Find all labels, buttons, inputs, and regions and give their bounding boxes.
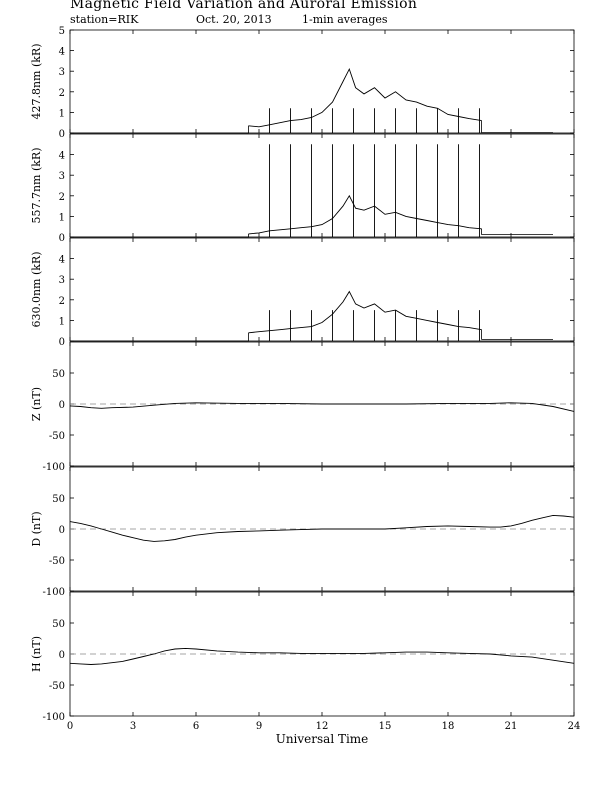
y-tick-label: 50 [52,619,65,630]
y-tick-label: 4 [59,255,65,266]
y-tick-label: 4 [59,151,65,162]
y-tick-label: -100 [43,712,65,723]
y-tick-label: 1 [59,316,65,327]
baseline-segment [70,332,249,342]
series-line [69,514,575,542]
x-tick-label: 0 [67,721,73,732]
tail-segment [481,228,553,235]
y-axis-label: H (nT) [30,636,43,672]
y-axis-label: Z (nT) [30,387,43,421]
tail-segment [481,120,553,133]
y-tick-label: 0 [59,337,65,348]
x-tick-label: 21 [505,721,518,732]
y-axis-label: 427.8nm (kR) [30,43,43,119]
y-axis-label: D (nT) [30,511,43,546]
series-line [69,647,575,665]
y-tick-label: -50 [49,431,65,442]
station-label: station=RIK [70,13,139,26]
y-tick-label: -50 [49,681,65,692]
y-tick-label: 3 [59,67,65,78]
x-tick-label: 15 [379,721,392,732]
series-line [248,194,482,235]
panel-frame [69,237,575,342]
averaging-label: 1-min averages [302,13,388,26]
page-title: Magnetic Field Variation and Auroral Emi… [70,0,418,12]
y-tick-label: 0 [59,233,65,244]
y-tick-label: 3 [59,275,65,286]
y-tick-label: 1 [59,108,65,119]
y-tick-label: 3 [59,171,65,182]
y-tick-label: -100 [43,462,65,473]
x-tick-label: 6 [193,721,199,732]
date-label: Oct. 20, 2013 [196,13,272,26]
baseline-segment [70,125,249,134]
series-line [69,402,575,412]
series-line [248,290,482,334]
y-tick-label: 50 [52,369,65,380]
x-tick-label: 3 [130,721,136,732]
x-tick-label: 24 [568,721,581,732]
y-tick-label: -100 [43,587,65,598]
y-tick-label: 2 [59,296,65,307]
baseline-segment [70,233,249,238]
y-tick-label: -50 [49,556,65,567]
y-axis-label: 630.0nm (kR) [30,251,43,327]
y-tick-label: 4 [59,47,65,58]
y-tick-label: 0 [59,650,65,661]
y-axis-label: 557.7nm (kR) [30,147,43,223]
y-tick-label: 0 [59,525,65,536]
tail-segment [481,329,553,340]
y-tick-label: 0 [59,400,65,411]
y-tick-label: 50 [52,494,65,505]
y-tick-label: 2 [59,88,65,99]
y-tick-label: 0 [59,129,65,140]
x-tick-label: 12 [316,721,329,732]
panel-frame [69,133,575,238]
series-line [248,67,482,128]
panel-frame [69,29,575,134]
x-tick-label: 9 [256,721,262,732]
y-tick-label: 1 [59,212,65,223]
y-tick-label: 2 [59,192,65,203]
y-tick-label: 5 [59,26,65,37]
x-tick-label: 18 [442,721,455,732]
x-axis-label: Universal Time [276,732,369,746]
